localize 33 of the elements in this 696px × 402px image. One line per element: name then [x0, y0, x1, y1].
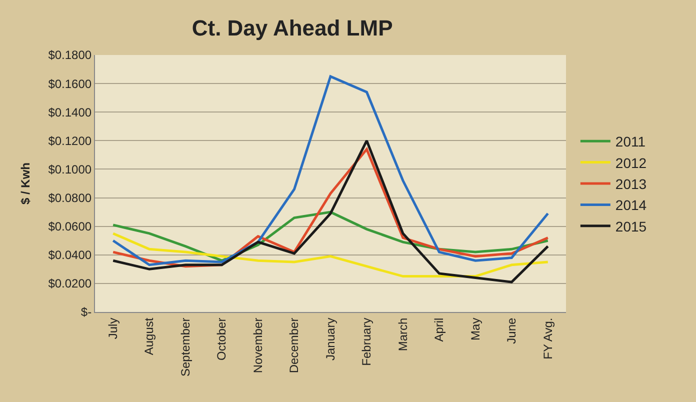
- x-tick-label: February: [360, 318, 374, 366]
- x-tick-label: September: [178, 318, 192, 377]
- y-tick-label: $0.1600: [48, 76, 92, 91]
- legend-label: 2014: [615, 197, 647, 214]
- y-tick-label: $0.1800: [48, 48, 92, 62]
- legend-label: 2011: [615, 134, 646, 150]
- x-tick-label: April: [432, 318, 446, 342]
- y-tick-label: $0.0200: [48, 276, 92, 291]
- y-tick-label: $-: [80, 305, 92, 320]
- y-tick-label: $0.1400: [48, 105, 92, 120]
- y-axis-title: $ / Kwh: [18, 162, 33, 205]
- x-tick-label: October: [214, 318, 229, 360]
- x-tick-label: FY Avg.: [540, 318, 555, 360]
- legend-label: 2013: [615, 176, 647, 192]
- line-series: [112, 232, 550, 278]
- x-tick-label: July: [106, 318, 120, 340]
- x-tick-label: March: [396, 318, 410, 352]
- x-tick-label: June: [504, 317, 519, 344]
- x-tick-label: August: [142, 317, 156, 356]
- chart-title: Ct. Day Ahead LMP: [192, 16, 393, 40]
- y-tick-label: $0.0600: [48, 220, 92, 234]
- legend-label: 2012: [615, 154, 647, 171]
- y-tick-label: $0.0800: [48, 190, 92, 205]
- x-tick-label: May: [468, 318, 482, 340]
- y-tick-label: $0.0400: [48, 248, 92, 262]
- line-series: [112, 75, 550, 266]
- legend-label: 2015: [615, 218, 647, 234]
- x-tick-label: November: [250, 318, 265, 374]
- x-tick-label: January: [323, 318, 338, 361]
- x-tick-label: December: [287, 318, 302, 374]
- y-tick-label: $0.1000: [48, 162, 92, 176]
- y-tick-label: $0.1200: [48, 134, 92, 148]
- line-series: [112, 139, 550, 284]
